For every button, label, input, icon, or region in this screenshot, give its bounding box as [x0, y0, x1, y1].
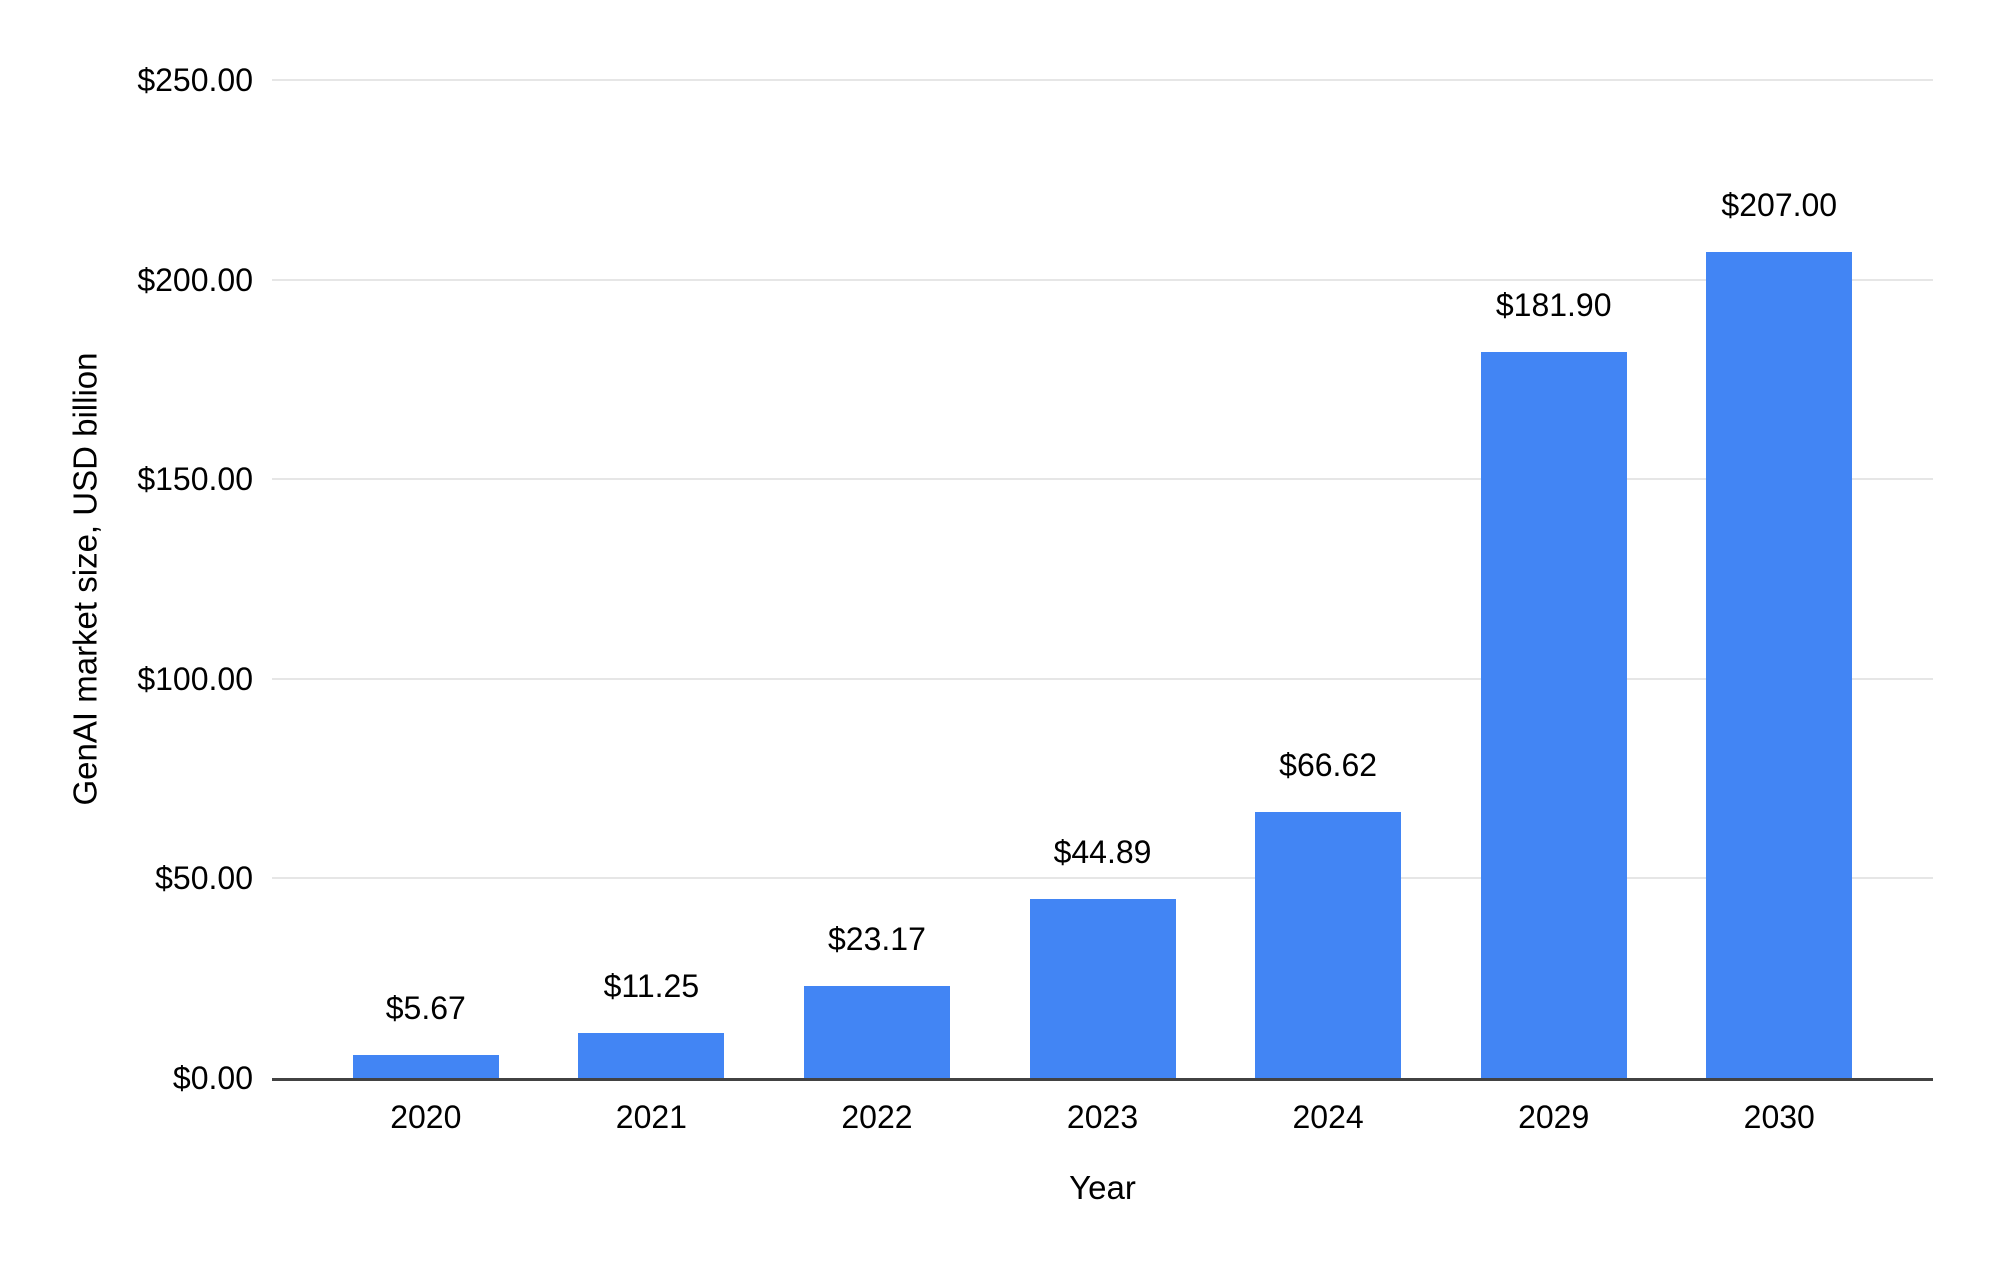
y-tick-label: $250.00 — [137, 62, 253, 98]
value-label-2022: $23.17 — [828, 920, 926, 957]
bar-band-2022: $23.17 2022 — [764, 80, 990, 1135]
x-tick-label-2024: 2024 — [1292, 1099, 1364, 1135]
y-tick-label: $50.00 — [155, 860, 253, 897]
x-axis-title: Year — [1069, 1169, 1136, 1206]
y-tick-label: $150.00 — [137, 461, 253, 498]
gridline — [272, 278, 1933, 281]
value-label-2023: $44.89 — [1053, 833, 1152, 870]
gridline — [272, 79, 1933, 81]
bars-row: $5.67 2020 $11.25 2021 $23.17 2022 $44.89 2023 $… — [272, 80, 1933, 1135]
y-tick-label: $100.00 — [137, 660, 253, 697]
bar-2020 — [352, 1055, 499, 1078]
value-label-2029: $181.90 — [1495, 286, 1612, 323]
y-tick-label: $0.00 — [172, 1060, 253, 1096]
value-label-2030: $207.00 — [1721, 186, 1838, 223]
plot-area: $0.00 $50.00 $100.00 $150.00 $200.00 $250.00 $… — [137, 62, 1933, 1135]
x-tick-label-2022: 2022 — [841, 1099, 913, 1135]
bar-2030 — [1706, 251, 1853, 1078]
bar-2021 — [578, 1033, 725, 1078]
bar-band-2024: $66.62 2024 — [1215, 80, 1441, 1135]
bar-band-2020: $5.67 2020 — [313, 80, 539, 1135]
y-axis-title-text: GenAI market size, USD billion — [66, 352, 103, 806]
bar-band-2029: $181.90 2029 — [1441, 80, 1667, 1135]
bar-2023 — [1029, 898, 1176, 1078]
x-tick-label-2023: 2023 — [1066, 1099, 1139, 1135]
value-label-2021: $11.25 — [603, 968, 700, 1005]
x-tick-label-2021: 2021 — [615, 1099, 687, 1135]
y-axis-title: GenAI market size, USD billion — [48, 80, 122, 1078]
value-label-2024: $66.62 — [1279, 747, 1378, 784]
gridline — [272, 478, 1933, 481]
bar-2022 — [803, 985, 950, 1078]
x-tick-label-2030: 2030 — [1743, 1099, 1815, 1135]
gridline — [272, 877, 1933, 880]
bar-2029 — [1480, 351, 1627, 1078]
value-label-2020: $5.67 — [385, 990, 466, 1027]
x-tick-label-2029: 2029 — [1518, 1099, 1590, 1135]
y-tick-label: $200.00 — [137, 261, 253, 298]
bar-band-2021: $11.25 2021 — [539, 80, 765, 1135]
bar-band-2023: $44.89 2023 — [990, 80, 1216, 1135]
bar-2024 — [1255, 812, 1402, 1078]
gridline — [272, 677, 1933, 680]
x-tick-label-2020: 2020 — [390, 1099, 462, 1135]
bar-band-2030: $207.00 2030 — [1666, 80, 1892, 1135]
